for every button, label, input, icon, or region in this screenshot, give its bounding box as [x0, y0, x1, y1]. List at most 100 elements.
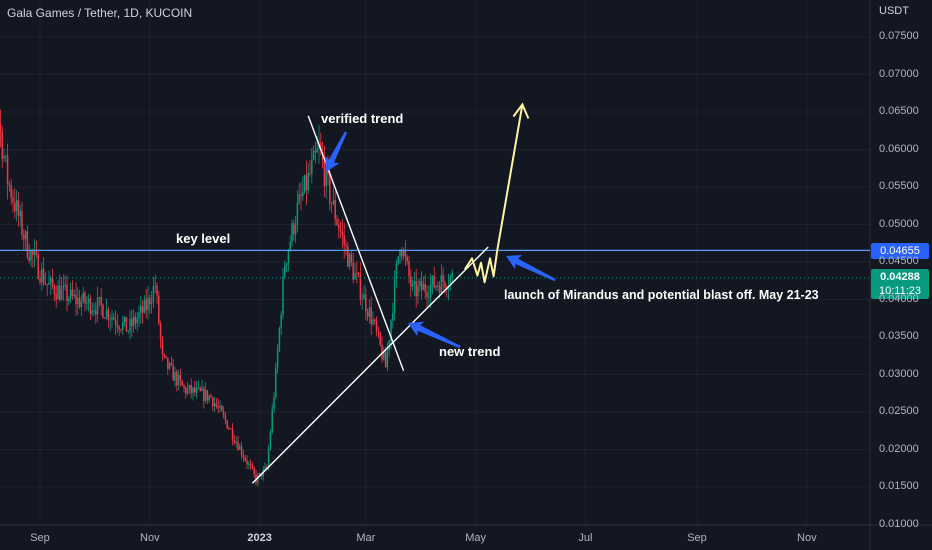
y-tick-label: 0.04000: [879, 292, 919, 305]
candle-body: [293, 223, 295, 235]
candle-body: [0, 123, 2, 131]
candle-body: [206, 390, 209, 401]
arrow-new-trend: [408, 321, 461, 349]
candle-body: [57, 285, 59, 300]
candle-body: [87, 298, 90, 303]
key-level-price-badge: 0.04655: [871, 243, 929, 259]
candle-body: [150, 301, 153, 305]
candle-body: [401, 249, 403, 257]
candle-body: [379, 332, 381, 345]
candle-body: [249, 463, 252, 467]
candle-body: [1, 130, 3, 159]
y-tick-label: 0.01500: [879, 480, 919, 492]
candle-body: [41, 268, 43, 283]
candle-body: [255, 474, 257, 483]
verified-trendline: [307, 115, 405, 371]
x-tick-label: Sep: [30, 532, 50, 544]
candle-body: [419, 280, 421, 286]
candle-body: [219, 405, 221, 408]
candle-body: [51, 277, 54, 287]
candle-body: [21, 210, 23, 236]
candle-body: [161, 339, 164, 355]
new-trendline: [251, 246, 489, 484]
candle-body: [302, 192, 304, 197]
y-tick-label: 0.07500: [879, 30, 919, 42]
candle-body: [82, 292, 84, 302]
candle-body: [114, 319, 117, 325]
candle-body: [366, 311, 369, 317]
candle-body: [210, 395, 212, 398]
candle-body: [42, 268, 45, 284]
candle-body: [39, 278, 41, 283]
candle-body: [167, 357, 169, 369]
candle-body: [30, 250, 32, 261]
candle-body: [284, 265, 286, 277]
candle-body: [44, 283, 47, 285]
candle-body: [440, 274, 443, 294]
projection-path: [463, 104, 524, 284]
y-tick-label: 0.04500: [879, 255, 919, 267]
candle-body: [199, 387, 201, 391]
candle-body: [442, 274, 444, 283]
candle-body: [271, 409, 273, 433]
candle-body: [24, 231, 27, 240]
y-tick-label: 0.02500: [879, 405, 919, 417]
candle-body: [357, 273, 360, 276]
candle-body: [84, 292, 86, 304]
candle-body: [15, 200, 18, 212]
candle-body: [204, 390, 207, 402]
candle-body: [269, 432, 272, 450]
candle-body: [98, 297, 101, 298]
candle-body: [147, 297, 149, 311]
candle-body: [449, 276, 452, 286]
candle-body: [141, 306, 144, 313]
candle-body: [176, 372, 178, 386]
candle-body: [273, 396, 275, 410]
last-price-value: 0.04288: [880, 271, 920, 283]
candle-body: [348, 253, 351, 267]
candle-body: [285, 262, 288, 266]
candle-body: [406, 256, 408, 262]
candle-body: [433, 275, 435, 288]
y-tick-label: 0.07000: [879, 67, 919, 80]
candle-body: [91, 310, 93, 314]
candle-body: [80, 301, 83, 308]
candle-body: [53, 286, 56, 295]
candle-body: [6, 155, 9, 185]
candle-body: [123, 317, 126, 323]
candle-body: [194, 387, 196, 393]
candle-body: [325, 165, 327, 187]
candle-body: [386, 350, 389, 368]
countdown-value: 10:11:23: [878, 285, 921, 297]
candle-body: [120, 329, 122, 331]
candle-body: [12, 197, 14, 203]
candle-body: [3, 155, 5, 159]
candle-body: [156, 285, 158, 296]
candle-body: [390, 320, 392, 341]
candle-body: [23, 235, 25, 240]
candle-body: [320, 143, 322, 152]
candle-body: [280, 314, 282, 329]
candle-body: [345, 244, 347, 247]
x-tick-label: Nov: [797, 532, 817, 544]
candle-body: [64, 284, 66, 286]
candle-body: [86, 302, 88, 304]
candle-body: [410, 275, 412, 287]
candle-body: [392, 313, 394, 321]
candle-body: [233, 439, 236, 443]
candle-body: [32, 250, 34, 256]
candle-body: [5, 155, 7, 157]
candle-body: [183, 385, 185, 388]
candle-body: [287, 250, 290, 263]
candle-body: [242, 454, 245, 458]
candle-body: [251, 466, 254, 469]
candle-body: [17, 200, 20, 216]
candle-body: [55, 294, 57, 300]
candle-body: [332, 200, 335, 204]
candle-body: [338, 224, 340, 230]
candle-body: [165, 355, 167, 358]
candle-body: [109, 319, 111, 321]
x-tick-label: Jul: [578, 532, 593, 544]
